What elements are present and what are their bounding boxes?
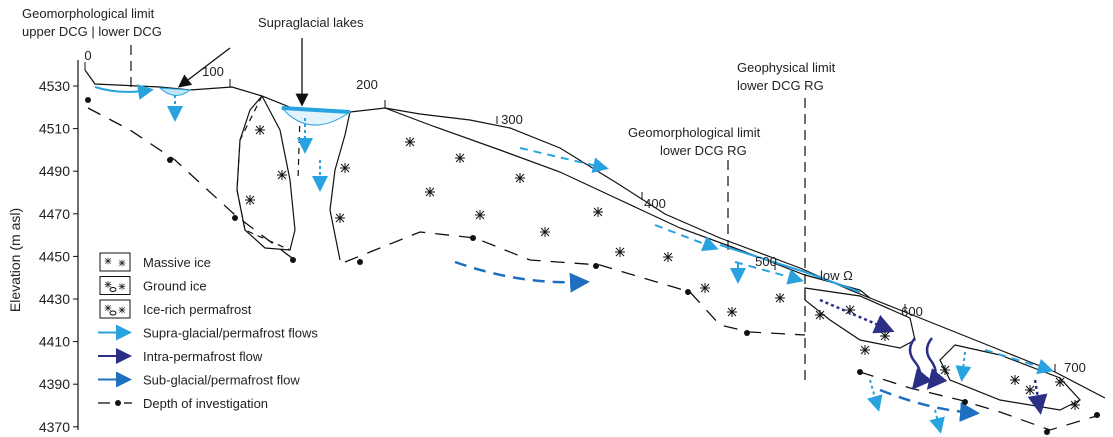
legend-label: Intra-permafrost flow (143, 349, 263, 364)
shape (857, 369, 863, 375)
distance-label: 200 (356, 77, 378, 92)
legend-label: Sub-glacial/permafrost flow (143, 373, 300, 388)
distance-label: 300 (501, 112, 523, 127)
shape (1044, 429, 1050, 435)
y-tick-label: 4510 (39, 121, 70, 137)
shape (962, 352, 965, 378)
shape (330, 108, 870, 298)
ice-symbol (1025, 385, 1035, 395)
page: Geomorphological limit upper DCG | lower… (0, 0, 1113, 437)
legend-icon (105, 258, 112, 265)
distance-label: 600 (901, 304, 923, 319)
label: Geomorphological limit (628, 125, 761, 140)
y-tick-label: 4530 (39, 78, 70, 94)
label: Supraglacial lakes (258, 15, 364, 30)
ice-symbol (845, 305, 855, 315)
ice-symbol (475, 210, 485, 220)
shape (927, 338, 936, 386)
ice-symbol (700, 283, 710, 293)
ice-symbol (775, 293, 785, 303)
shape (290, 257, 296, 263)
shape (470, 235, 476, 241)
shape (232, 215, 238, 221)
ice-symbol (245, 195, 255, 205)
legend-label: Massive ice (143, 255, 211, 270)
ice-symbol (615, 247, 625, 257)
label: Geophysical limit (737, 60, 836, 75)
ice-symbol (815, 310, 825, 320)
legend-icon (105, 305, 112, 312)
ice-symbol (335, 213, 345, 223)
legend-label: Depth of investigation (143, 396, 268, 411)
legend-icon (105, 281, 112, 288)
legend-icon (119, 260, 126, 267)
distance-label: 700 (1064, 360, 1086, 375)
y-tick-label: 4370 (39, 419, 70, 435)
shape (655, 225, 715, 248)
label: low Ω (820, 268, 853, 283)
shape (593, 263, 599, 269)
y-tick-label: 4410 (39, 334, 70, 350)
shape (357, 259, 363, 265)
shape (985, 350, 1050, 370)
distance-label: 100 (202, 64, 224, 79)
ice-symbol (727, 307, 737, 317)
label: lower DCG RG (737, 78, 824, 93)
ice-symbol (340, 163, 350, 173)
label: upper DCG | lower DCG (22, 24, 162, 39)
ice-symbol (593, 207, 603, 217)
ice-symbol (515, 173, 525, 183)
shape (237, 96, 295, 250)
ice-symbol (663, 252, 673, 262)
distance-label: 400 (644, 196, 666, 211)
label: Elevation (m asl) (7, 208, 23, 312)
ice-symbol (255, 125, 265, 135)
legend-label: Ice-rich permafrost (143, 302, 252, 317)
shape (910, 338, 920, 386)
ice-symbol (860, 345, 870, 355)
shape (167, 157, 173, 163)
distance-label: 500 (755, 254, 777, 269)
label: Geomorphological limit (22, 6, 155, 21)
legend-icon (119, 283, 126, 290)
shape (95, 87, 150, 92)
ice-symbol (1070, 400, 1080, 410)
y-tick-label: 4430 (39, 291, 70, 307)
legend-label: Ground ice (143, 279, 207, 294)
y-tick-label: 4490 (39, 163, 70, 179)
ice-symbol (425, 187, 435, 197)
y-tick-label: 4450 (39, 248, 70, 264)
diagram: Geomorphological limit upper DCG | lower… (0, 0, 1113, 437)
legend-box (100, 277, 130, 295)
label: lower DCG RG (660, 143, 747, 158)
distance-label: 0 (84, 48, 91, 63)
shape (685, 289, 691, 295)
shape (245, 125, 1080, 410)
shape (1094, 412, 1100, 418)
shape (744, 330, 750, 336)
legend-box (100, 253, 130, 271)
ice-symbol (880, 331, 890, 341)
shape (962, 399, 968, 405)
ice-symbol (540, 227, 550, 237)
legend-label: Supra-glacial/permafrost flows (143, 326, 318, 341)
labels: Geomorphological limit upper DCG | lower… (7, 6, 1086, 435)
ice-symbol (277, 170, 287, 180)
y-tick-label: 4470 (39, 206, 70, 222)
ice-symbol (1010, 375, 1020, 385)
shape (85, 97, 91, 103)
shape (870, 380, 878, 408)
shape (880, 390, 975, 413)
y-tick-label: 4390 (39, 376, 70, 392)
ice-symbol (455, 153, 465, 163)
legend-icon (115, 400, 121, 406)
shape (935, 410, 940, 430)
ice-symbol (940, 365, 950, 375)
legend-box (100, 300, 130, 318)
shape (455, 262, 585, 282)
legend-icon (119, 307, 126, 314)
shape (520, 148, 605, 168)
ice-symbol (1055, 377, 1065, 387)
ice-symbol (405, 137, 415, 147)
